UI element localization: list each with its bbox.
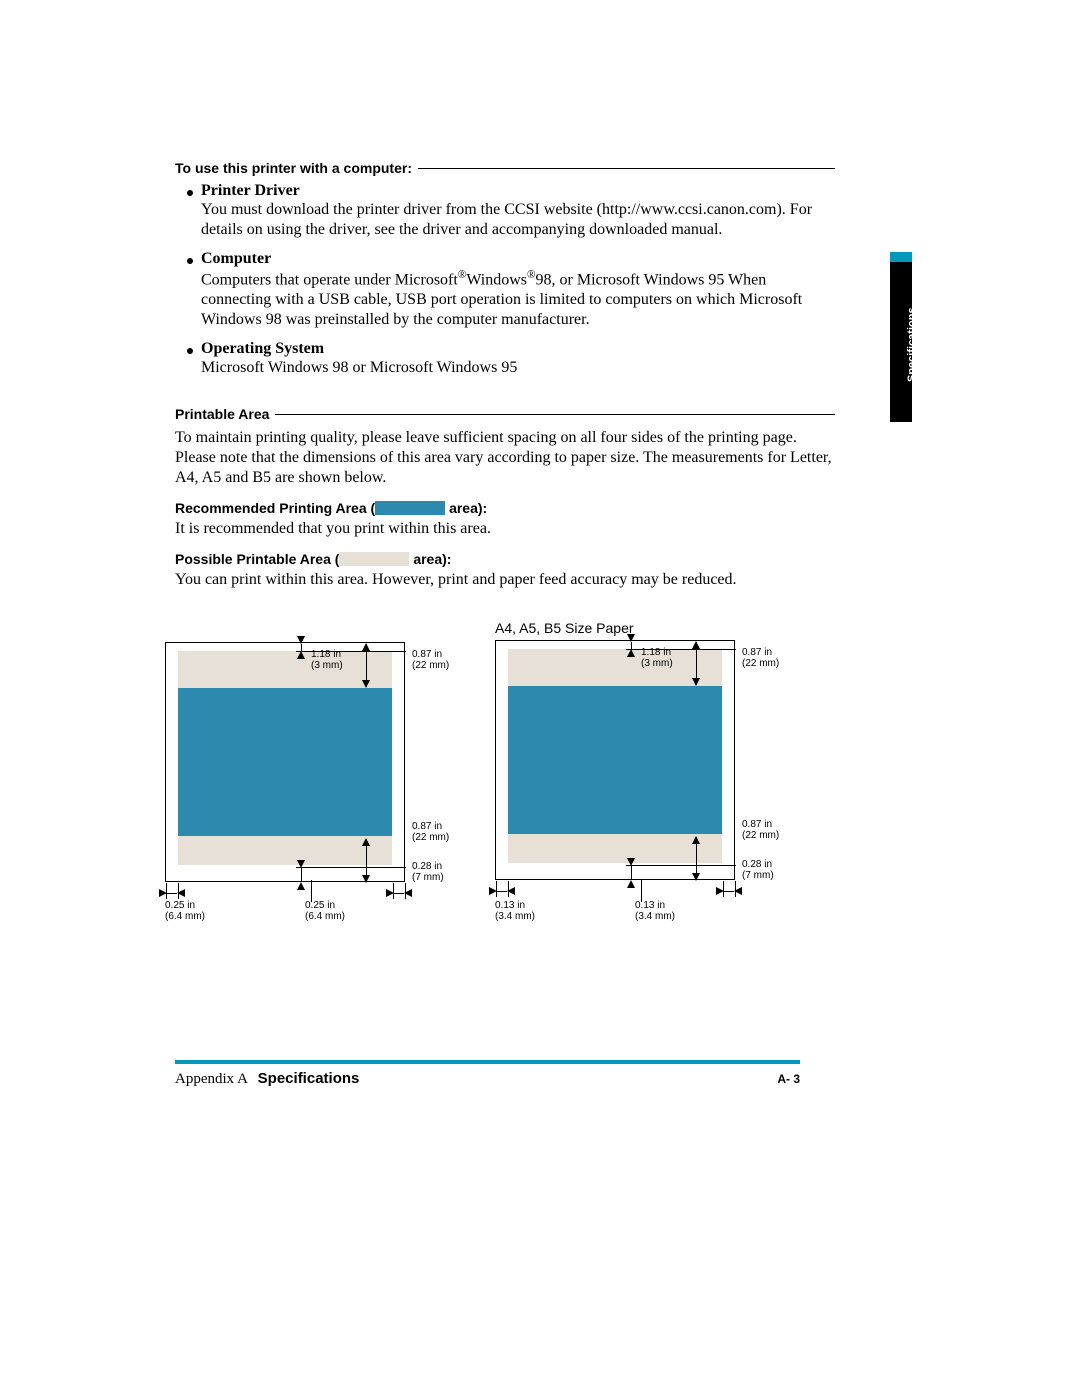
measure-bottom-possible: 0.28 in (7 mm) [412, 861, 444, 883]
bullet-item: Computer [175, 250, 835, 268]
arrow-right-margin [724, 891, 734, 892]
bullet-item: Operating System [175, 340, 835, 358]
tick-line [296, 867, 406, 868]
measure-top-recommended: 0.87 in (22 mm) [742, 647, 779, 669]
side-tab: Specifications [890, 252, 912, 422]
tick-line [311, 880, 312, 902]
measure-bottom-recommended: 0.87 in (22 mm) [412, 821, 449, 843]
diagrams-container: 1.18 in (3 mm) 0.87 in (22 mm) 0.87 in (… [165, 620, 845, 950]
measure-bottom-recommended: 0.87 in (22 mm) [742, 819, 779, 841]
footer-title: Specifications [258, 1070, 360, 1087]
legend-body: You can print within this area. However,… [175, 570, 835, 590]
arrow-top-possible [301, 644, 302, 651]
swatch-recommended [375, 501, 445, 515]
legend-label: area): [409, 551, 451, 567]
legend-recommended: Recommended Printing Area ( area): [175, 500, 835, 516]
arrow-bottom-recommended [366, 839, 367, 882]
item-body: Microsoft Windows 98 or Microsoft Window… [175, 358, 835, 378]
section-header-text: Printable Area [175, 406, 269, 422]
paper-frame: 1.18 in (3 mm) 0.87 in (22 mm) 0.87 in (… [165, 642, 405, 882]
legend-label: area): [445, 500, 487, 516]
arrow-right-margin [394, 893, 404, 894]
legend-possible: Possible Printable Area ( area): [175, 551, 835, 567]
footer: Appendix A Specifications A- 3 [175, 1070, 800, 1088]
item-title: Operating System [201, 340, 324, 358]
arrow-top-possible [631, 642, 632, 649]
measure-top-possible: 1.18 in (3 mm) [641, 647, 673, 669]
diagram-a4a5b5: A4, A5, B5 Size Paper 1.18 in (3 mm) 0.8… [495, 620, 795, 880]
legend-label: Possible Printable Area ( [175, 551, 339, 567]
arrow-bottom-possible [631, 866, 632, 880]
side-tab-label: Specifications [906, 307, 918, 382]
section-header-text: To use this printer with a computer: [175, 160, 412, 176]
tick-line [508, 881, 509, 897]
arrow-left-margin [167, 893, 177, 894]
page-content: To use this printer with a computer: Pri… [175, 160, 835, 600]
tick-line [723, 881, 724, 897]
tick-line [626, 649, 736, 650]
tick-line [393, 883, 394, 899]
recommended-area [508, 686, 722, 834]
tick-line [178, 883, 179, 899]
footer-page: A- 3 [777, 1072, 800, 1086]
section-rule [275, 414, 835, 415]
measure-right-margin: 0.25 in (6.4 mm) [305, 900, 345, 922]
item-title: Computer [201, 250, 271, 268]
recommended-area [178, 688, 392, 836]
bullet-icon [187, 348, 193, 354]
tick-line [735, 881, 736, 897]
arrow-bottom-possible [301, 868, 302, 882]
item-title: Printer Driver [201, 182, 300, 200]
item-body: Computers that operate under Microsoft®W… [175, 268, 835, 330]
arrow-bottom-recommended [696, 837, 697, 880]
section-rule [418, 168, 835, 169]
measure-left-margin: 0.13 in (3.4 mm) [495, 900, 535, 922]
bullet-item: Printer Driver [175, 182, 835, 200]
swatch-possible [339, 552, 409, 566]
paper-frame: 1.18 in (3 mm) 0.87 in (22 mm) 0.87 in (… [495, 640, 735, 880]
bullet-icon [187, 258, 193, 264]
measure-left-margin: 0.25 in (6.4 mm) [165, 900, 205, 922]
tick-line [166, 883, 167, 899]
legend-body: It is recommended that you print within … [175, 519, 835, 539]
tick-line [296, 651, 406, 652]
tick-line [405, 883, 406, 899]
arrow-left-margin [497, 891, 507, 892]
tick-line [626, 865, 736, 866]
footer-rule [175, 1060, 800, 1064]
diagram-title: A4, A5, B5 Size Paper [495, 620, 795, 636]
tick-line [496, 881, 497, 897]
item-body: You must download the printer driver fro… [175, 200, 835, 240]
legend-label: Recommended Printing Area ( [175, 500, 375, 516]
section-header-computer: To use this printer with a computer: [175, 160, 835, 176]
footer-left: Appendix A Specifications [175, 1070, 359, 1088]
measure-bottom-possible: 0.28 in (7 mm) [742, 859, 774, 881]
printable-intro: To maintain printing quality, please lea… [175, 428, 835, 488]
diagram-title [165, 620, 465, 638]
bullet-icon [187, 190, 193, 196]
section-header-printable: Printable Area [175, 406, 835, 422]
measure-top-possible: 1.18 in (3 mm) [311, 649, 343, 671]
footer-appendix: Appendix A [175, 1071, 248, 1087]
measure-right-margin: 0.13 in (3.4 mm) [635, 900, 675, 922]
tick-line [641, 880, 642, 902]
measure-top-recommended: 0.87 in (22 mm) [412, 649, 449, 671]
diagram-letter: 1.18 in (3 mm) 0.87 in (22 mm) 0.87 in (… [165, 620, 465, 882]
